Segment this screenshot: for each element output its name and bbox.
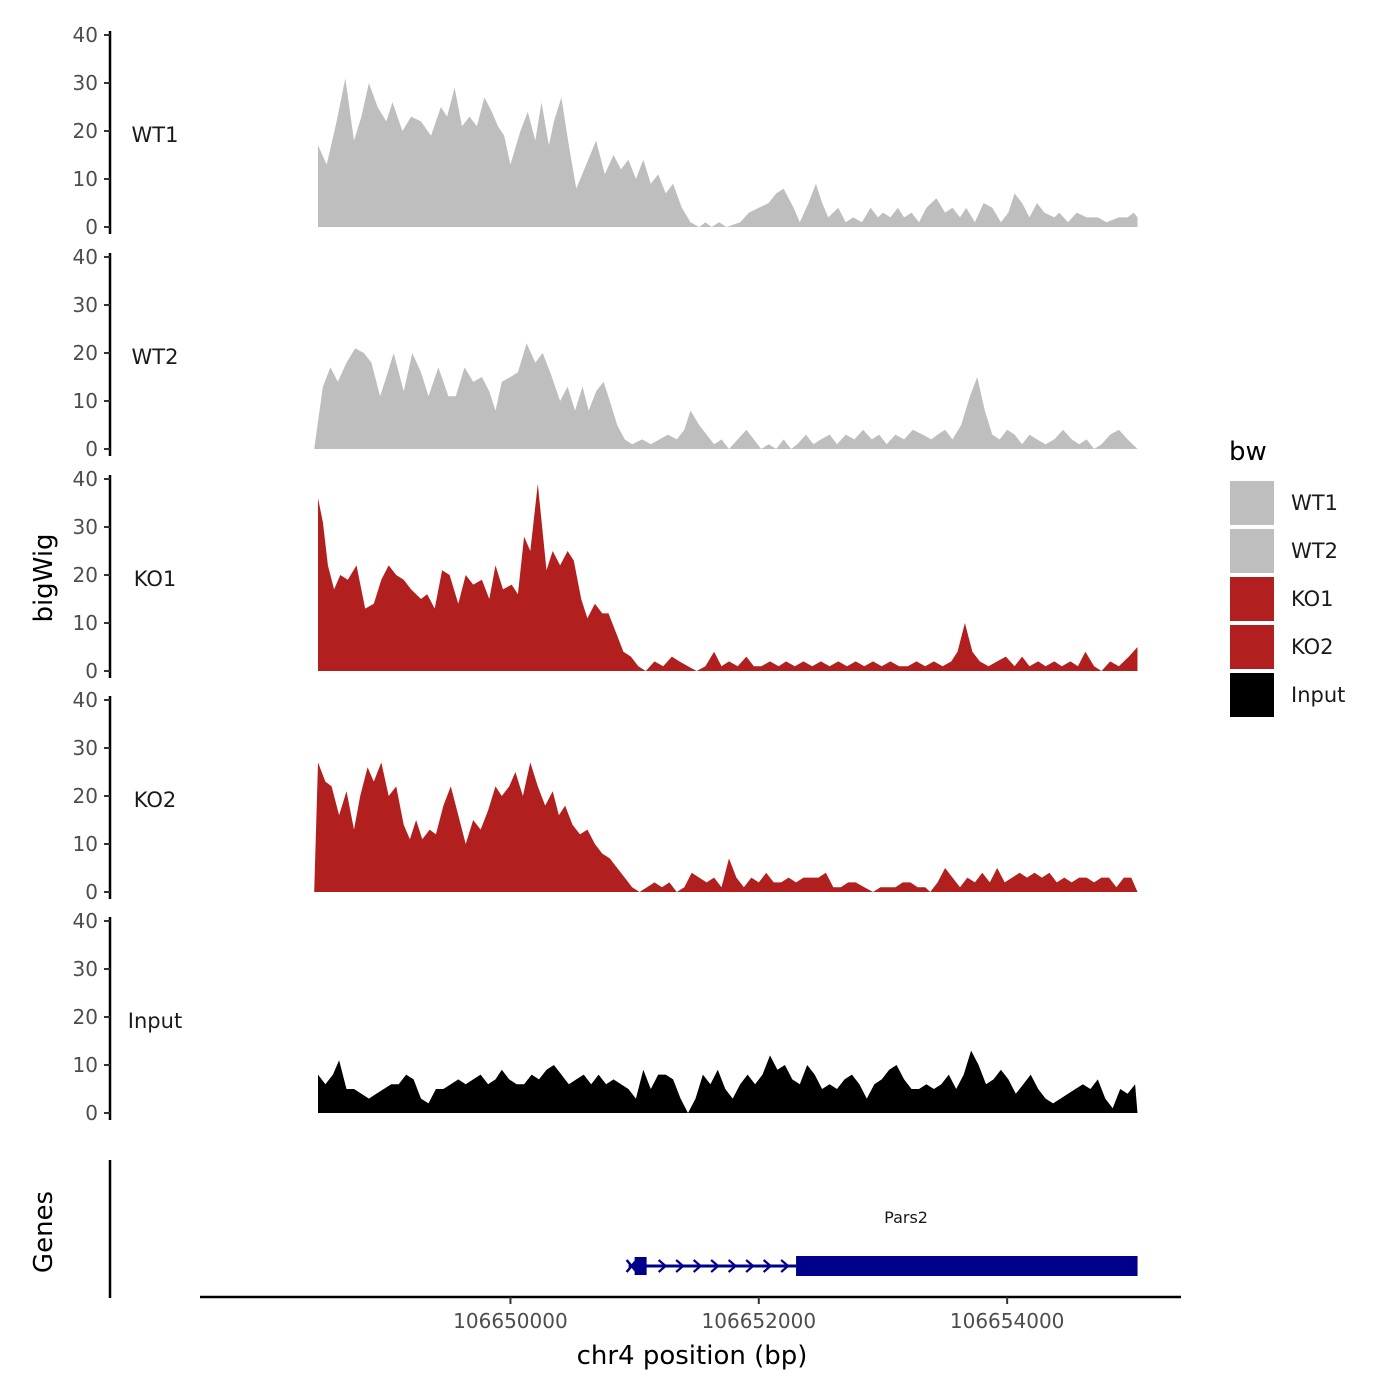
legend-swatch (1230, 577, 1274, 621)
y-tick-label: 30 (73, 515, 98, 539)
y-tick-label: 0 (85, 880, 98, 904)
y-tick-label: 30 (73, 957, 98, 981)
y-axis-title: bigWig (29, 533, 59, 622)
legend: bw WT1 WT2 KO1 KO2 Input (1229, 437, 1345, 717)
area-ko1 (318, 483, 1138, 671)
legend-swatch (1230, 529, 1274, 573)
genes-panel: Pars2 (108, 1160, 1138, 1298)
x-tick-label: 106650000 (453, 1309, 568, 1333)
y-tick-label: 40 (73, 245, 98, 269)
legend-swatch (1230, 673, 1274, 717)
gene-name-label: Pars2 (884, 1208, 928, 1227)
y-tick-label: 20 (73, 784, 98, 808)
legend-entry-wt2: WT2 (1230, 529, 1338, 573)
y-tick-label: 20 (73, 341, 98, 365)
track-ko1: 0 10 20 30 40 KO1 (73, 467, 1138, 683)
y-tick-label: 30 (73, 71, 98, 95)
track-label-input: Input (128, 1009, 182, 1033)
y-tick-label: 0 (85, 659, 98, 683)
coding-exon (796, 1256, 1138, 1276)
y-tick-label: 30 (73, 736, 98, 760)
x-tick-label: 106654000 (950, 1309, 1065, 1333)
tracks-panel: 0 10 20 30 40 WT1 0 10 20 30 40 WT2 0 10 20 30 40 KO1 0 10 2… (73, 23, 1138, 1125)
y-tick-label: 40 (73, 467, 98, 491)
area-input (318, 1050, 1138, 1113)
y-tick-label: 40 (73, 909, 98, 933)
y-tick-label: 10 (73, 1053, 98, 1077)
y-tick-label: 30 (73, 293, 98, 317)
y-tick-label: 20 (73, 119, 98, 143)
y-tick-label: 20 (73, 1005, 98, 1029)
legend-label: WT1 (1291, 491, 1338, 515)
track-label-wt2: WT2 (132, 345, 179, 369)
legend-entry-input: Input (1230, 673, 1345, 717)
track-input: 0 10 20 30 40 Input (73, 909, 1138, 1125)
x-tick-label: 106652000 (702, 1309, 817, 1333)
x-axis: 106650000 106652000 106654000 (200, 1295, 1181, 1333)
area-wt2 (314, 343, 1138, 449)
legend-swatch (1230, 481, 1274, 525)
strand-arrow (727, 1259, 738, 1273)
legend-entry-ko2: KO2 (1230, 625, 1334, 669)
y-tick-label: 10 (73, 167, 98, 191)
y-tick-label: 40 (73, 688, 98, 712)
legend-label: KO1 (1291, 587, 1334, 611)
area-ko2 (314, 762, 1138, 892)
x-axis-title: chr4 position (bp) (577, 1341, 808, 1371)
legend-label: Input (1291, 683, 1345, 707)
gene-pars2: Pars2 (625, 1208, 1138, 1276)
y-tick-label: 10 (73, 832, 98, 856)
strand-arrow (657, 1259, 668, 1273)
y-tick-label: 20 (73, 563, 98, 587)
strand-arrow (675, 1259, 685, 1273)
y-tick-label: 0 (85, 215, 98, 239)
strand-arrow (780, 1259, 790, 1273)
legend-title: bw (1229, 437, 1267, 467)
legend-label: WT2 (1291, 539, 1338, 563)
track-label-ko1: KO1 (134, 567, 177, 591)
exon (634, 1257, 647, 1275)
y-tick-label: 0 (85, 437, 98, 461)
strand-arrow (692, 1259, 703, 1273)
strand-arrow (745, 1259, 755, 1273)
y-tick-label: 10 (73, 611, 98, 635)
y-tick-label: 0 (85, 1101, 98, 1125)
legend-entry-ko1: KO1 (1230, 577, 1334, 621)
legend-swatch (1230, 625, 1274, 669)
legend-label: KO2 (1291, 635, 1334, 659)
genes-axis-title: Genes (29, 1191, 59, 1273)
y-tick-label: 10 (73, 389, 98, 413)
track-ko2: 0 10 20 30 40 KO2 (73, 688, 1138, 904)
track-label-ko2: KO2 (134, 788, 177, 812)
track-wt1: 0 10 20 30 40 WT1 (73, 23, 1138, 239)
track-wt2: 0 10 20 30 40 WT2 (73, 245, 1138, 461)
area-wt1 (318, 78, 1138, 227)
strand-arrow (762, 1259, 773, 1273)
strand-arrow (710, 1259, 720, 1273)
legend-entry-wt1: WT1 (1230, 481, 1338, 525)
y-tick-label: 40 (73, 23, 98, 47)
track-label-wt1: WT1 (132, 123, 179, 147)
